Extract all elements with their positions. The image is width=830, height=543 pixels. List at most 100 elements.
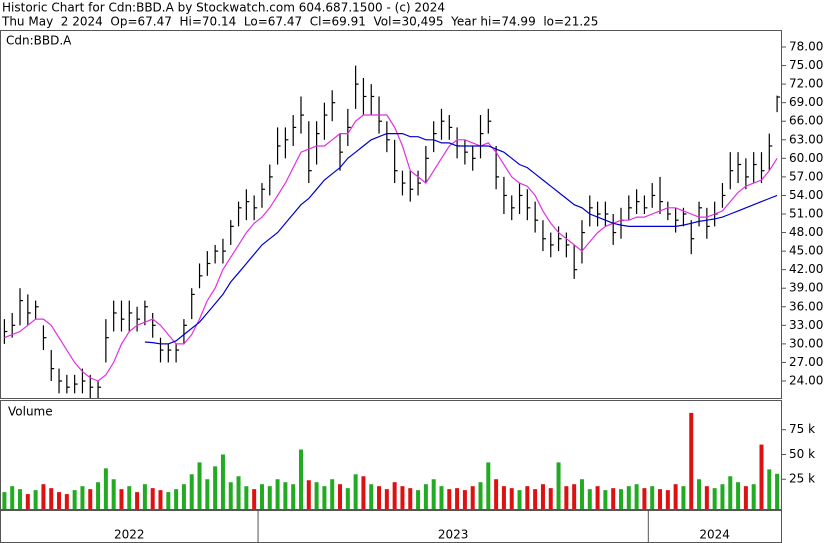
- volume-tick-label: 50 k: [789, 447, 815, 461]
- y-tick-label: 27.00: [789, 355, 823, 369]
- volume-bar: [330, 479, 335, 509]
- volume-bar: [587, 489, 592, 509]
- y-tick-label: 24.00: [789, 373, 823, 387]
- volume-bar: [244, 486, 249, 509]
- volume-bar: [501, 486, 506, 509]
- volume-bar: [392, 482, 397, 509]
- volume-bar: [759, 444, 764, 509]
- volume-bar: [743, 486, 748, 509]
- y-tick-label: 42.00: [789, 262, 823, 276]
- volume-bar: [572, 484, 577, 509]
- y-tick-label: 75.00: [789, 58, 823, 72]
- header-line-2: Thu May 2 2024 Op=67.47 Hi=70.14 Lo=67.4…: [1, 15, 598, 29]
- volume-bar: [283, 482, 288, 509]
- volume-bar: [603, 490, 608, 509]
- volume-bar: [673, 484, 678, 509]
- volume-bar: [353, 474, 358, 509]
- volume-bar: [205, 479, 210, 509]
- y-tick-label: 51.00: [789, 207, 823, 221]
- volume-bar: [665, 490, 670, 509]
- volume-bar: [267, 486, 272, 509]
- volume-bar: [595, 486, 600, 509]
- volume-bar: [462, 490, 467, 509]
- volume-bar: [548, 488, 553, 509]
- y-tick-label: 36.00: [789, 299, 823, 313]
- volume-bar: [400, 486, 405, 509]
- volume-bar: [189, 474, 194, 509]
- symbol-label: Cdn:BBD.A: [6, 34, 72, 48]
- volume-bar: [697, 479, 702, 509]
- volume-bar: [423, 484, 428, 509]
- volume-bar: [2, 492, 7, 509]
- volume-panel: [0, 400, 782, 510]
- y-tick-label: 63.00: [789, 132, 823, 146]
- volume-bar: [408, 488, 413, 509]
- volume-bar: [213, 466, 218, 509]
- y-tick-label: 48.00: [789, 225, 823, 239]
- volume-bar: [80, 486, 85, 509]
- volume-bar: [626, 486, 631, 509]
- volume-bar: [525, 486, 530, 509]
- volume-bar: [96, 482, 101, 509]
- volume-bar: [72, 490, 77, 509]
- volume-bar: [751, 484, 756, 509]
- volume-bar: [384, 489, 389, 509]
- volume-bar: [689, 412, 694, 509]
- volume-bar: [25, 494, 30, 509]
- x-tick-label: 2022: [114, 528, 145, 542]
- volume-bar: [41, 484, 46, 509]
- volume-bar: [720, 484, 725, 509]
- volume-bar: [158, 490, 163, 509]
- volume-tick-label: 75 k: [789, 422, 815, 436]
- volume-bar: [618, 489, 623, 509]
- volume-bar: [704, 486, 709, 509]
- volume-bar: [540, 484, 545, 509]
- volume-bar: [416, 490, 421, 509]
- volume-bar: [338, 484, 343, 509]
- volume-bar: [634, 484, 639, 509]
- volume-bar: [455, 488, 460, 509]
- y-tick-label: 54.00: [789, 188, 823, 202]
- volume-bar: [142, 484, 147, 509]
- volume-bar: [127, 486, 132, 509]
- volume-bar: [252, 489, 257, 509]
- x-tick-label: 2024: [699, 528, 730, 542]
- volume-bar: [314, 482, 319, 509]
- volume-bar: [150, 488, 155, 509]
- volume-bar: [33, 490, 38, 509]
- y-tick-label: 57.00: [789, 169, 823, 183]
- volume-tick-label: 25 k: [789, 472, 815, 486]
- moving-average: [144, 133, 778, 345]
- volume-bar: [486, 462, 491, 509]
- moving-average: [4, 114, 778, 382]
- volume-bar: [712, 488, 717, 509]
- volume-bar: [220, 454, 225, 509]
- volume-bar: [306, 480, 311, 509]
- volume-bar: [18, 489, 23, 509]
- volume-label: Volume: [8, 405, 53, 419]
- volume-bar: [275, 479, 280, 509]
- volume-bar: [119, 489, 124, 509]
- volume-bar: [470, 486, 475, 509]
- y-tick-label: 72.00: [789, 77, 823, 91]
- y-tick-label: 66.00: [789, 114, 823, 128]
- volume-bar: [439, 486, 444, 509]
- volume-bar: [181, 484, 186, 509]
- volume-bar: [642, 488, 647, 509]
- volume-bar: [228, 482, 233, 509]
- y-tick-label: 39.00: [789, 281, 823, 295]
- y-tick-label: 60.00: [789, 151, 823, 165]
- volume-bar: [517, 490, 522, 509]
- volume-bar: [174, 489, 179, 509]
- volume-bar: [494, 479, 499, 509]
- volume-bar: [447, 489, 452, 509]
- volume-bar: [611, 488, 616, 509]
- y-tick-label: 33.00: [789, 318, 823, 332]
- volume-bar: [103, 468, 108, 509]
- volume-bar: [197, 462, 202, 509]
- volume-bar: [767, 469, 772, 509]
- volume-bar: [345, 488, 350, 509]
- volume-bar: [478, 482, 483, 509]
